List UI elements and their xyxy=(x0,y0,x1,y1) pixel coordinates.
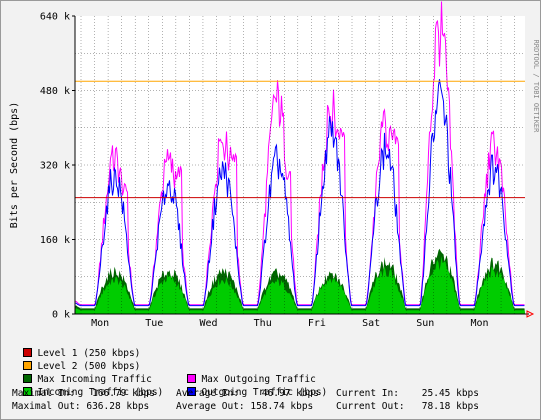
y-tick-label: 480 k xyxy=(40,86,70,97)
stat-maximal-out: Maximal Out: 636.28 kbps xyxy=(12,401,150,412)
stat-current-in: Current In: 25.45 kbps xyxy=(336,388,479,399)
legend-outgoing-label: Outgoing Traffic (bps) xyxy=(201,387,328,398)
x-day-label: Mon xyxy=(470,318,488,329)
legend-level2-label: Level 2 (500 kbps) xyxy=(37,361,141,372)
legend-max-incoming-label: Max Incoming Traffic xyxy=(37,374,152,385)
traffic-chart: 0 k 160 k 320 k 480 k 640 k Mon Tue Wed Thu Fri Sa… xyxy=(9,1,540,329)
level1-swatch xyxy=(23,348,33,357)
y-tick-label: 640 k xyxy=(40,12,70,23)
y-tick-label: 160 k xyxy=(40,235,70,246)
legend-max-incoming: Max Incoming Traffic xyxy=(12,362,152,386)
level2-swatch xyxy=(23,361,33,370)
stat-current-out: Current Out: 78.18 kbps xyxy=(336,401,479,412)
x-day-label: Tue xyxy=(145,318,163,329)
x-day-label: Sat xyxy=(362,318,380,329)
x-day-label: Fri xyxy=(308,318,326,329)
legend-max-outgoing: Max Outgoing Traffic xyxy=(176,362,316,386)
legend-level2: Level 2 (500 kbps) xyxy=(12,349,140,373)
max-incoming-swatch xyxy=(23,374,33,383)
max-outgoing-swatch xyxy=(187,374,197,383)
x-day-label: Thu xyxy=(254,318,272,329)
x-day-label: Mon xyxy=(91,318,109,329)
legend-max-outgoing-label: Max Outgoing Traffic xyxy=(201,374,316,385)
stat-maximal-in: Maximal In: 166.79 kbps xyxy=(12,388,155,399)
legend-incoming-label: Incoming Traffic (bps) xyxy=(37,387,164,398)
y-tick-label: 320 k xyxy=(40,161,70,172)
legend-level1-label: Level 1 (250 kbps) xyxy=(37,348,141,359)
incoming-swatch xyxy=(23,387,33,396)
legend-level1: Level 1 (250 kbps) xyxy=(12,336,140,360)
y-axis-title: Bits per Second (bps) xyxy=(9,102,20,228)
x-day-label: Sun xyxy=(416,318,434,329)
y-tick-label: 0 k xyxy=(52,310,70,321)
stat-average-out: Average Out: 158.74 kbps xyxy=(176,401,314,412)
stat-average-in: Average In: 46.97 kbps xyxy=(176,388,319,399)
x-day-label: Wed xyxy=(199,318,217,329)
legend-outgoing: Outgoing Traffic (bps) xyxy=(176,375,327,399)
rrdtool-watermark: RRDTOOL / TOBI OETIKER xyxy=(532,40,540,134)
legend-incoming: Incoming Traffic (bps) xyxy=(12,375,163,399)
outgoing-swatch xyxy=(187,387,197,396)
series-outgoing-line xyxy=(75,79,525,307)
x-axis-arrow xyxy=(526,310,535,318)
series-incoming-area xyxy=(75,256,525,314)
